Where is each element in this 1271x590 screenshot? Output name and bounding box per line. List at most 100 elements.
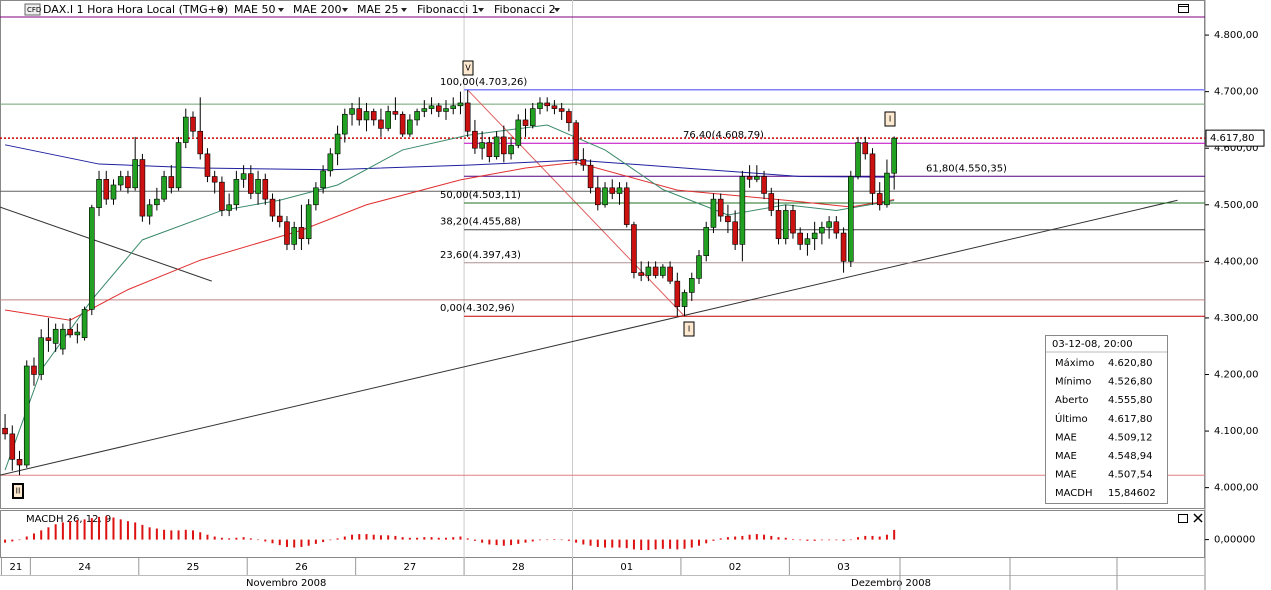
candle-body [819, 227, 825, 234]
legend-entry[interactable]: MAE 200 [293, 3, 341, 16]
macd-bar [705, 539, 708, 544]
candle-body [493, 136, 500, 157]
macd-bar [112, 517, 115, 540]
macd-bar [126, 521, 129, 540]
trend-line [0, 206, 212, 282]
macd-bar [531, 539, 534, 542]
candle-body [175, 142, 182, 189]
macd-bar [748, 534, 751, 540]
month-label: Dezembro 2008 [851, 578, 931, 589]
macd-bar [423, 537, 426, 540]
macd-bar [820, 539, 823, 541]
macd-bar [640, 539, 643, 551]
macd-bar [278, 539, 281, 546]
candle-body [544, 102, 551, 107]
moving-average [4, 161, 895, 321]
candle-body [869, 153, 876, 194]
candle-body [717, 198, 724, 217]
info-title: 03-12-08, 20:00 [1052, 339, 1133, 350]
legend-entry[interactable]: MAE 50 [234, 3, 275, 16]
month-label: Novembro 2008 [246, 578, 326, 589]
macd-bar [466, 538, 469, 540]
fib-label: 0,00(4.302,96) [440, 303, 515, 314]
candle-body [443, 108, 449, 112]
macd-bar [661, 539, 664, 549]
maximize-button[interactable] [1178, 4, 1189, 13]
info-row-label: Aberto [1055, 395, 1089, 406]
candle-body [891, 137, 897, 174]
info-row-label: Máximo [1055, 357, 1094, 369]
x-tick-label: 24 [78, 562, 91, 573]
candle-body [732, 221, 738, 245]
macd-bar [32, 533, 35, 540]
macd-bar [445, 537, 448, 540]
info-row-label: MAE [1055, 432, 1077, 443]
macd-bar [365, 534, 368, 540]
macd-bar [770, 535, 773, 540]
marker-label: II [16, 487, 21, 496]
candle-body [609, 187, 616, 194]
info-box [1045, 335, 1168, 504]
x-tick-label: 02 [729, 562, 742, 573]
info-row-label: MACDH [1055, 488, 1093, 499]
x-tick-label: 28 [512, 562, 525, 573]
macd-bar [719, 538, 722, 540]
candle-body [435, 105, 442, 112]
macd-bar [264, 539, 267, 542]
macd-bar [575, 539, 578, 543]
candle-body [407, 119, 413, 135]
fib-label: 76,40(4.608,79) [683, 130, 764, 141]
macd-bar [148, 527, 151, 540]
macd-bar [322, 539, 325, 543]
macd-bar [257, 539, 260, 541]
macd-bar [857, 537, 860, 540]
macd-bar [726, 537, 729, 540]
candle-body [696, 255, 702, 279]
candle-body [298, 227, 305, 240]
close-button[interactable] [1193, 513, 1203, 523]
info-row-label: Mínimo [1055, 376, 1091, 388]
fib-label: 38,20(4.455,88) [440, 217, 521, 228]
macd-bar [387, 535, 390, 540]
candle-body [428, 105, 435, 109]
y-tick-label: 0,00000 [1214, 535, 1255, 546]
candle-body [240, 173, 247, 180]
marker-box [683, 321, 695, 337]
macd-bar [343, 536, 346, 540]
macd-bar [784, 537, 787, 540]
legend-entry[interactable]: MAE 25 [357, 3, 398, 16]
candle-body [67, 328, 73, 336]
y-tick-label: 4.600,00 [1214, 143, 1259, 154]
candle-body [74, 331, 81, 336]
y-tick-label: 4.200,00 [1214, 369, 1259, 380]
macd-bar [293, 539, 296, 548]
candle-body [602, 187, 608, 206]
candle-body [616, 187, 623, 194]
candle-body [768, 193, 775, 211]
macd-bar [141, 524, 144, 540]
x-tick-label: 27 [403, 562, 416, 573]
candle-body [457, 102, 464, 107]
candle-body [370, 111, 377, 121]
macd-bar [177, 530, 180, 540]
instrument[interactable]: DAX.I 1 Hora Hora Local (TMG+0) [43, 3, 228, 16]
candle-body [219, 181, 225, 211]
candle-body [855, 142, 861, 177]
study-entry[interactable]: Fibonacci 1 [417, 3, 479, 16]
macd-bar [416, 537, 419, 540]
candle-body [305, 204, 312, 240]
macd-bar [134, 522, 137, 540]
candle-body [826, 221, 832, 228]
macd-bar [611, 539, 614, 548]
candle-body [450, 105, 457, 109]
macd-bar [18, 539, 21, 541]
macd-bar [654, 539, 657, 550]
macd-bar [741, 535, 744, 540]
maximize-button[interactable] [1178, 514, 1188, 523]
candle-body [255, 179, 261, 194]
macd-bar [163, 529, 166, 540]
macd-bar [25, 536, 28, 540]
candle-body [464, 102, 471, 132]
study-entry[interactable]: Fibonacci 2 [494, 3, 556, 16]
candle-body [421, 108, 428, 112]
